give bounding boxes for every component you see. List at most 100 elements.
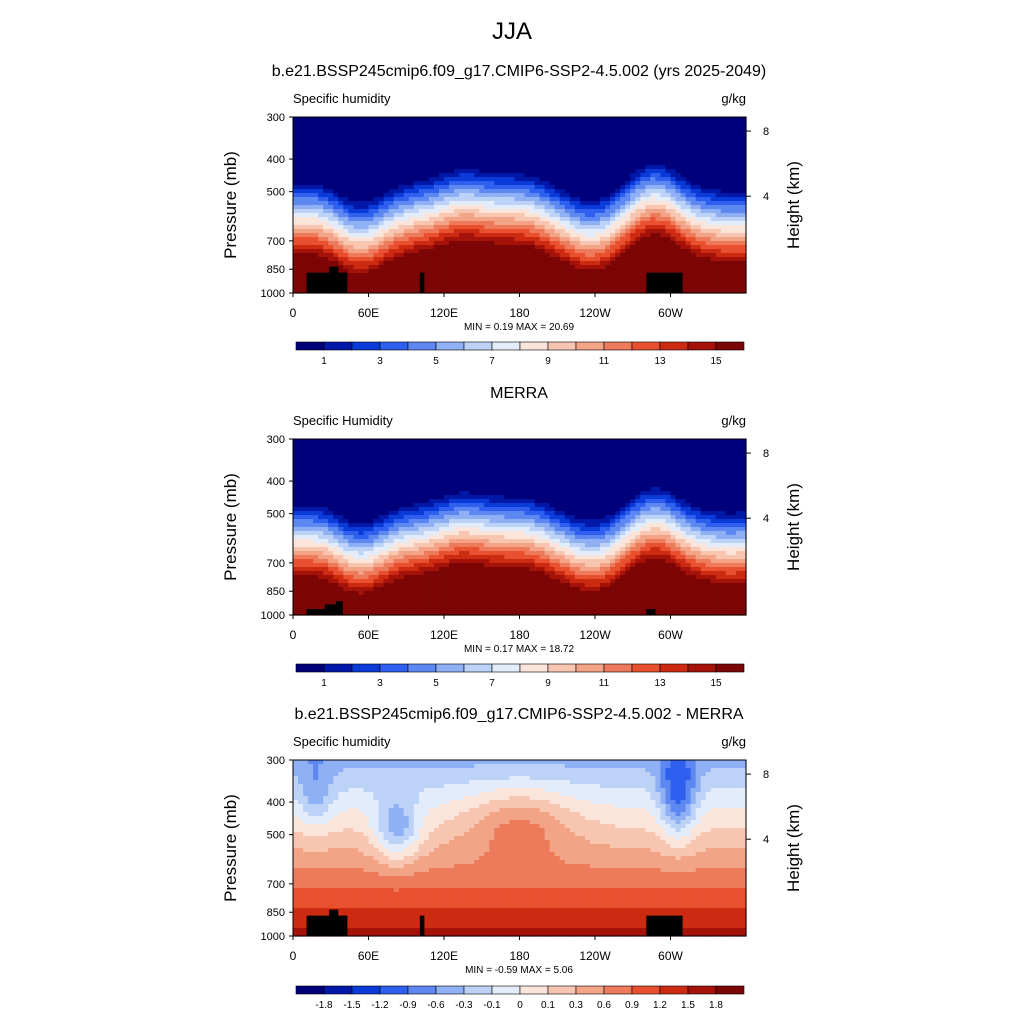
field-cell (353, 149, 360, 154)
field-cell (569, 265, 576, 270)
field-cell (559, 257, 566, 262)
field-cell (524, 133, 531, 138)
field-cell (499, 161, 505, 166)
field-cell (740, 277, 747, 282)
field-cell (670, 225, 677, 230)
field-cell (308, 181, 314, 186)
field-cell (519, 265, 526, 270)
field-cell (328, 563, 334, 568)
field-cell (469, 233, 475, 238)
field-cell (554, 145, 561, 150)
field-cell (408, 153, 415, 158)
field-cell (298, 185, 304, 190)
field-cell (298, 583, 304, 588)
field-cell (353, 563, 360, 568)
field-cell (670, 221, 677, 226)
field-cell (574, 249, 581, 254)
field-cell (388, 129, 395, 134)
field-cell (564, 269, 571, 274)
field-cells (293, 117, 747, 294)
field-cell (303, 257, 309, 262)
field-cell (715, 273, 722, 278)
field-cell (640, 161, 646, 166)
field-cell (680, 153, 687, 158)
field-cell (343, 185, 349, 190)
field-cell (353, 265, 360, 270)
field-cell (444, 249, 450, 254)
field-cell (449, 129, 455, 134)
field-cell (504, 117, 511, 122)
field-cell (338, 551, 344, 556)
field-cell (393, 455, 400, 460)
field-cell (645, 185, 651, 190)
field-cell (615, 197, 621, 202)
field-cell (559, 141, 566, 146)
field-cell (393, 221, 400, 226)
field-cell (323, 503, 329, 508)
field-cell (579, 169, 586, 174)
field-cell (539, 197, 546, 202)
field-cell (363, 249, 370, 254)
field-cell (514, 137, 521, 142)
field-cell (625, 229, 631, 234)
terrain-mask (646, 272, 683, 293)
field-cell (499, 133, 505, 138)
field-cell (403, 221, 410, 226)
field-cell (373, 591, 380, 596)
field-cell (509, 241, 516, 246)
field-cell (363, 197, 370, 202)
field-cell (393, 233, 400, 238)
field-cell (559, 229, 566, 234)
field-cell (343, 587, 349, 592)
field-cell (584, 137, 591, 142)
field-cell (645, 265, 651, 270)
field-cell (595, 217, 601, 222)
field-cell (363, 169, 370, 174)
field-cell (438, 181, 445, 186)
field-cell (373, 141, 380, 146)
field-cell (554, 161, 561, 166)
field-cell (383, 265, 390, 270)
field-cell (418, 153, 425, 158)
field-cell (514, 217, 521, 222)
field-cell (469, 161, 475, 166)
field-cell (715, 121, 722, 126)
field-cell (348, 511, 354, 516)
field-cell (388, 173, 395, 178)
field-cell (393, 463, 400, 468)
field-cell (484, 161, 490, 166)
field-cell (615, 137, 621, 142)
field-cell (343, 125, 349, 130)
field-cell (413, 249, 420, 254)
field-cell (539, 233, 546, 238)
field-cell (433, 149, 440, 154)
field-cell (720, 225, 727, 230)
field-cell (690, 197, 697, 202)
field-cell (474, 157, 480, 162)
field-cell (358, 229, 365, 234)
field-cell (378, 579, 385, 584)
field-cell (514, 253, 521, 258)
field-cell (620, 245, 626, 250)
field-cell (393, 145, 400, 150)
field-cell (383, 543, 390, 548)
field-cell (640, 273, 646, 278)
field-cell (675, 161, 682, 166)
field-cell (680, 221, 687, 226)
field-cell (388, 133, 395, 138)
field-cell (343, 193, 349, 198)
field-cell (740, 217, 747, 222)
field-cell (554, 157, 561, 162)
field-cell (298, 507, 304, 512)
field-cell (398, 117, 405, 122)
field-cell (313, 523, 319, 528)
field-cell (615, 241, 621, 246)
field-cell (303, 503, 309, 508)
field-cell (494, 185, 500, 190)
field-cell (489, 201, 495, 206)
field-cell (635, 221, 641, 226)
field-cell (725, 117, 732, 122)
field-cell (635, 241, 641, 246)
field-cell (343, 233, 349, 238)
field-cell (494, 161, 500, 166)
